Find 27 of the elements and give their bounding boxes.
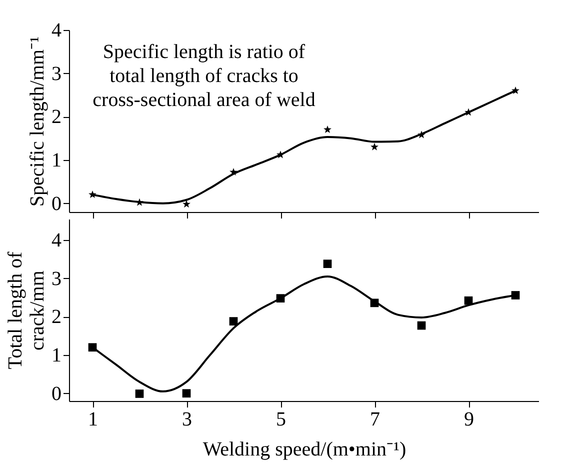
point [324, 125, 332, 134]
point [182, 200, 190, 208]
y-axis-title: Specific length/mm⁻¹ [26, 36, 48, 207]
y-tick-label: 4 [52, 230, 62, 252]
x-tick-label: 3 [182, 408, 192, 430]
annotation: Specific length is ratio of total length of cracks to cross-sectional area of weld [92, 41, 316, 111]
x-tick-label: 7 [370, 408, 380, 430]
point [182, 389, 191, 398]
y-tick-label: 0 [52, 192, 62, 215]
y-tick-label: 3 [52, 62, 62, 85]
point [417, 321, 426, 330]
point [370, 142, 378, 150]
y-axis-title: Total length of crack/mm [4, 251, 48, 370]
y-tick-label: 1 [52, 150, 62, 172]
y-tick-label: 4 [52, 20, 62, 42]
y-tick-label: 1 [52, 344, 62, 367]
y-tick-label: 0 [52, 382, 62, 405]
point [135, 390, 144, 398]
y-tick-label: 2 [52, 306, 62, 328]
point [229, 317, 238, 326]
y-tick-label: 2 [52, 106, 62, 128]
x-tick-label: 5 [276, 408, 286, 430]
x-tick-label: 1 [88, 408, 98, 430]
x-tick-label: 9 [464, 408, 474, 430]
y-tick-label: 3 [52, 268, 62, 290]
point [323, 260, 332, 268]
x-axis-title: Welding speed/(m•min⁻¹) [202, 438, 406, 460]
